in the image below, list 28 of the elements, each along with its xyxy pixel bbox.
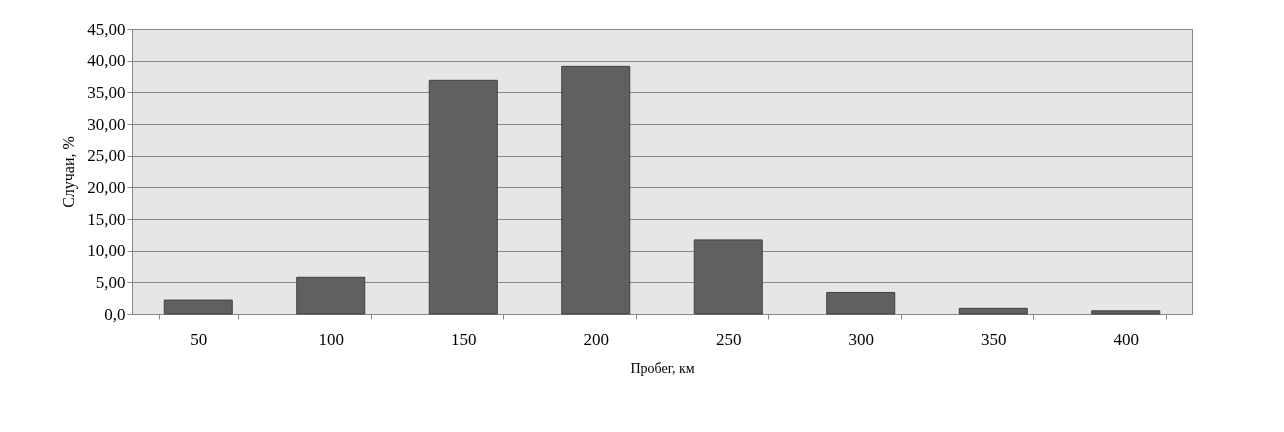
x-tick-label: 350: [981, 329, 1007, 349]
y-tick-label: 35,00: [87, 82, 126, 102]
x-tick-label: 250: [716, 329, 742, 349]
x-axis-title: Пробег, км: [630, 360, 695, 376]
x-tick-label: 300: [848, 329, 874, 349]
bar: [561, 65, 631, 315]
y-tick-label: 0,0: [104, 304, 126, 324]
bar: [296, 276, 366, 315]
y-tick-label: 20,00: [87, 177, 126, 197]
y-tick-label: 45,00: [87, 19, 126, 39]
bar: [826, 291, 896, 315]
x-tick-label: 200: [583, 329, 609, 349]
bar: [428, 79, 498, 315]
x-tick-label: 50: [190, 329, 208, 349]
y-tick-label: 25,00: [87, 146, 126, 166]
x-tick-label: 400: [1113, 329, 1139, 349]
bar: [693, 239, 763, 315]
y-tick-label: 5,00: [95, 272, 126, 292]
y-tick-label: 15,00: [87, 209, 126, 229]
x-tick-label: 150: [451, 329, 477, 349]
y-tick-label: 30,00: [87, 114, 126, 134]
bar: [1091, 310, 1161, 315]
y-tick-label: 10,00: [87, 241, 126, 261]
bar: [958, 307, 1028, 315]
bar: [163, 299, 233, 315]
x-tick-label: 100: [318, 329, 344, 349]
y-axis-title: Случаи, %: [60, 136, 79, 208]
y-tick-label: 40,00: [87, 51, 126, 71]
